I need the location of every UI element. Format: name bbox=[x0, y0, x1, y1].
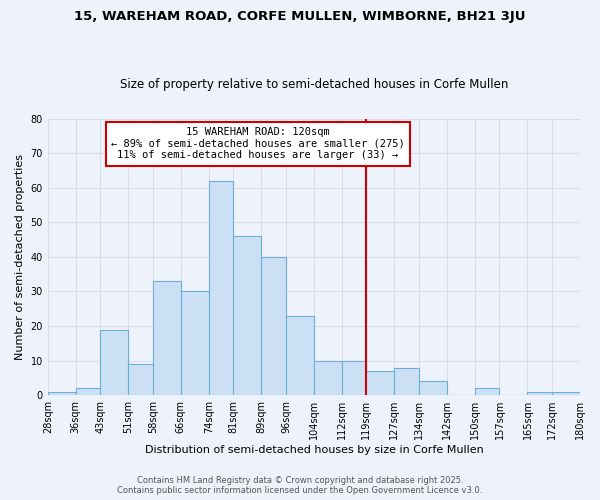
Bar bbox=[262, 257, 286, 395]
Bar bbox=[76, 388, 100, 395]
Bar bbox=[100, 330, 128, 395]
Bar bbox=[233, 236, 262, 395]
Bar bbox=[394, 368, 419, 395]
Text: 15, WAREHAM ROAD, CORFE MULLEN, WIMBORNE, BH21 3JU: 15, WAREHAM ROAD, CORFE MULLEN, WIMBORNE… bbox=[74, 10, 526, 23]
X-axis label: Distribution of semi-detached houses by size in Corfe Mullen: Distribution of semi-detached houses by … bbox=[145, 445, 483, 455]
Title: Size of property relative to semi-detached houses in Corfe Mullen: Size of property relative to semi-detach… bbox=[120, 78, 508, 91]
Y-axis label: Number of semi-detached properties: Number of semi-detached properties bbox=[15, 154, 25, 360]
Bar bbox=[314, 360, 342, 395]
Bar bbox=[552, 392, 580, 395]
Bar bbox=[181, 292, 209, 395]
Bar bbox=[367, 371, 394, 395]
Bar bbox=[153, 281, 181, 395]
Bar bbox=[286, 316, 314, 395]
Bar bbox=[419, 382, 447, 395]
Bar bbox=[342, 360, 367, 395]
Text: 15 WAREHAM ROAD: 120sqm
← 89% of semi-detached houses are smaller (275)
11% of s: 15 WAREHAM ROAD: 120sqm ← 89% of semi-de… bbox=[111, 127, 405, 160]
Bar bbox=[48, 392, 76, 395]
Bar bbox=[527, 392, 552, 395]
Bar bbox=[475, 388, 499, 395]
Bar bbox=[209, 181, 233, 395]
Text: Contains HM Land Registry data © Crown copyright and database right 2025.
Contai: Contains HM Land Registry data © Crown c… bbox=[118, 476, 482, 495]
Bar bbox=[128, 364, 153, 395]
